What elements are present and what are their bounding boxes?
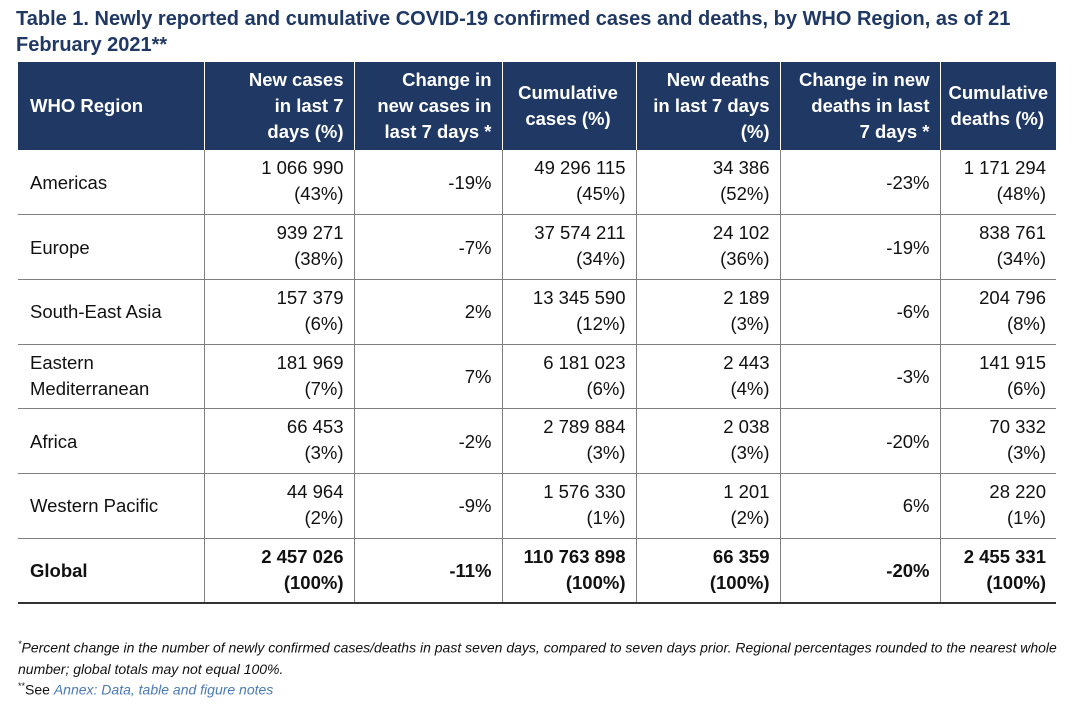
cell-region: Western Pacific xyxy=(18,473,205,539)
cell-cumulative-cases: 1 576 330 (1%) xyxy=(502,473,637,539)
table-row-global: Global 2 457 026 (100%) -11% 110 763 898… xyxy=(18,538,1056,604)
cell-cumulative-deaths: 70 332 (3%) xyxy=(940,408,1056,474)
cell-cumulative-cases: 13 345 590 (12%) xyxy=(502,279,637,345)
cell-region: Americas xyxy=(18,150,205,216)
cell-new-cases: 181 969 (7%) xyxy=(204,344,355,410)
cell-region: Eastern Mediterranean xyxy=(18,344,205,410)
cell-new-deaths: 2 443 (4%) xyxy=(636,344,781,410)
footnote-marker: * xyxy=(18,639,22,649)
annex-link[interactable]: Annex: Data, table and figure notes xyxy=(53,681,274,698)
cell-change-cases: 7% xyxy=(354,344,503,410)
cell-region: Europe xyxy=(18,214,205,280)
cell-cumulative-cases: 110 763 898 (100%) xyxy=(502,538,637,604)
cell-change-cases: -19% xyxy=(354,150,503,216)
cell-change-deaths: -3% xyxy=(780,344,941,410)
cell-cumulative-deaths: 1 171 294 (48%) xyxy=(940,150,1056,216)
cell-change-deaths: -20% xyxy=(780,408,941,474)
table-row: Americas 1 066 990 (43%) -19% 49 296 115… xyxy=(18,150,1056,216)
footnote-annex: **See Annex: Data, table and figure note… xyxy=(18,676,273,701)
cell-change-deaths: -19% xyxy=(780,214,941,280)
table-row: South-East Asia 157 379 (6%) 2% 13 345 5… xyxy=(18,279,1056,345)
cell-new-deaths: 2 189 (3%) xyxy=(636,279,781,345)
cell-new-cases: 1 066 990 (43%) xyxy=(204,150,355,216)
cell-cumulative-deaths: 2 455 331 (100%) xyxy=(940,538,1056,604)
cell-region: South-East Asia xyxy=(18,279,205,345)
cell-new-cases: 939 271 (38%) xyxy=(204,214,355,280)
cell-cumulative-deaths: 838 761 (34%) xyxy=(940,214,1056,280)
table-header-row: WHO Region New cases in last 7 days (%) … xyxy=(18,62,1056,150)
footnote-marker: ** xyxy=(18,681,26,691)
cell-new-cases: 157 379 (6%) xyxy=(204,279,355,345)
header-new-cases: New cases in last 7 days (%) xyxy=(204,62,355,150)
footnote-text: Percent change in the number of newly co… xyxy=(18,639,1057,677)
cell-new-deaths: 1 201 (2%) xyxy=(636,473,781,539)
cell-change-cases: 2% xyxy=(354,279,503,345)
header-change-cases: Change in new cases in last 7 days * xyxy=(354,62,503,150)
cell-new-deaths: 24 102 (36%) xyxy=(636,214,781,280)
cell-change-cases: -11% xyxy=(354,538,503,604)
cell-cumulative-cases: 49 296 115 (45%) xyxy=(502,150,637,216)
table-row: Western Pacific 44 964 (2%) -9% 1 576 33… xyxy=(18,473,1056,539)
header-cumulative-cases: Cumulative cases (%) xyxy=(502,62,637,150)
header-cumulative-deaths: Cumulative deaths (%) xyxy=(948,82,1049,129)
cell-new-deaths: 66 359 (100%) xyxy=(636,538,781,604)
cell-change-cases: -7% xyxy=(354,214,503,280)
cell-cumulative-cases: 2 789 884 (3%) xyxy=(502,408,637,474)
cell-change-deaths: -20% xyxy=(780,538,941,604)
table-row: Eastern Mediterranean 181 969 (7%) 7% 6 … xyxy=(18,344,1056,410)
footnote-see-text: See xyxy=(25,681,54,698)
footnote-percent-change: *Percent change in the number of newly c… xyxy=(18,634,1058,680)
cell-change-cases: -9% xyxy=(354,473,503,539)
cell-new-deaths: 2 038 (3%) xyxy=(636,408,781,474)
cell-new-cases: 2 457 026 (100%) xyxy=(204,538,355,604)
table-row: Africa 66 453 (3%) -2% 2 789 884 (3%) 2 … xyxy=(18,408,1056,474)
header-new-deaths: New deaths in last 7 days (%) xyxy=(636,62,781,150)
cell-change-deaths: -6% xyxy=(780,279,941,345)
cell-change-deaths: 6% xyxy=(780,473,941,539)
header-change-deaths: Change in new deaths in last 7 days * xyxy=(780,62,941,150)
cell-change-cases: -2% xyxy=(354,408,503,474)
cell-change-deaths: -23% xyxy=(780,150,941,216)
cell-new-cases: 66 453 (3%) xyxy=(204,408,355,474)
covid-table: WHO Region New cases in last 7 days (%) … xyxy=(18,62,1056,604)
table-row: Europe 939 271 (38%) -7% 37 574 211 (34%… xyxy=(18,214,1056,280)
cell-new-deaths: 34 386 (52%) xyxy=(636,150,781,216)
header-who-region: WHO Region xyxy=(18,62,205,150)
cell-cumulative-deaths: 141 915 (6%) xyxy=(940,344,1056,410)
cell-cumulative-deaths: 204 796 (8%) xyxy=(940,279,1056,345)
cell-region: Africa xyxy=(18,408,205,474)
cell-cumulative-cases: 6 181 023 (6%) xyxy=(502,344,637,410)
table-title: Table 1. Newly reported and cumulative C… xyxy=(16,8,1011,56)
cell-new-cases: 44 964 (2%) xyxy=(204,473,355,539)
cell-cumulative-deaths: 28 220 (1%) xyxy=(940,473,1056,539)
cell-region: Global xyxy=(18,538,205,604)
cell-cumulative-cases: 37 574 211 (34%) xyxy=(502,214,637,280)
